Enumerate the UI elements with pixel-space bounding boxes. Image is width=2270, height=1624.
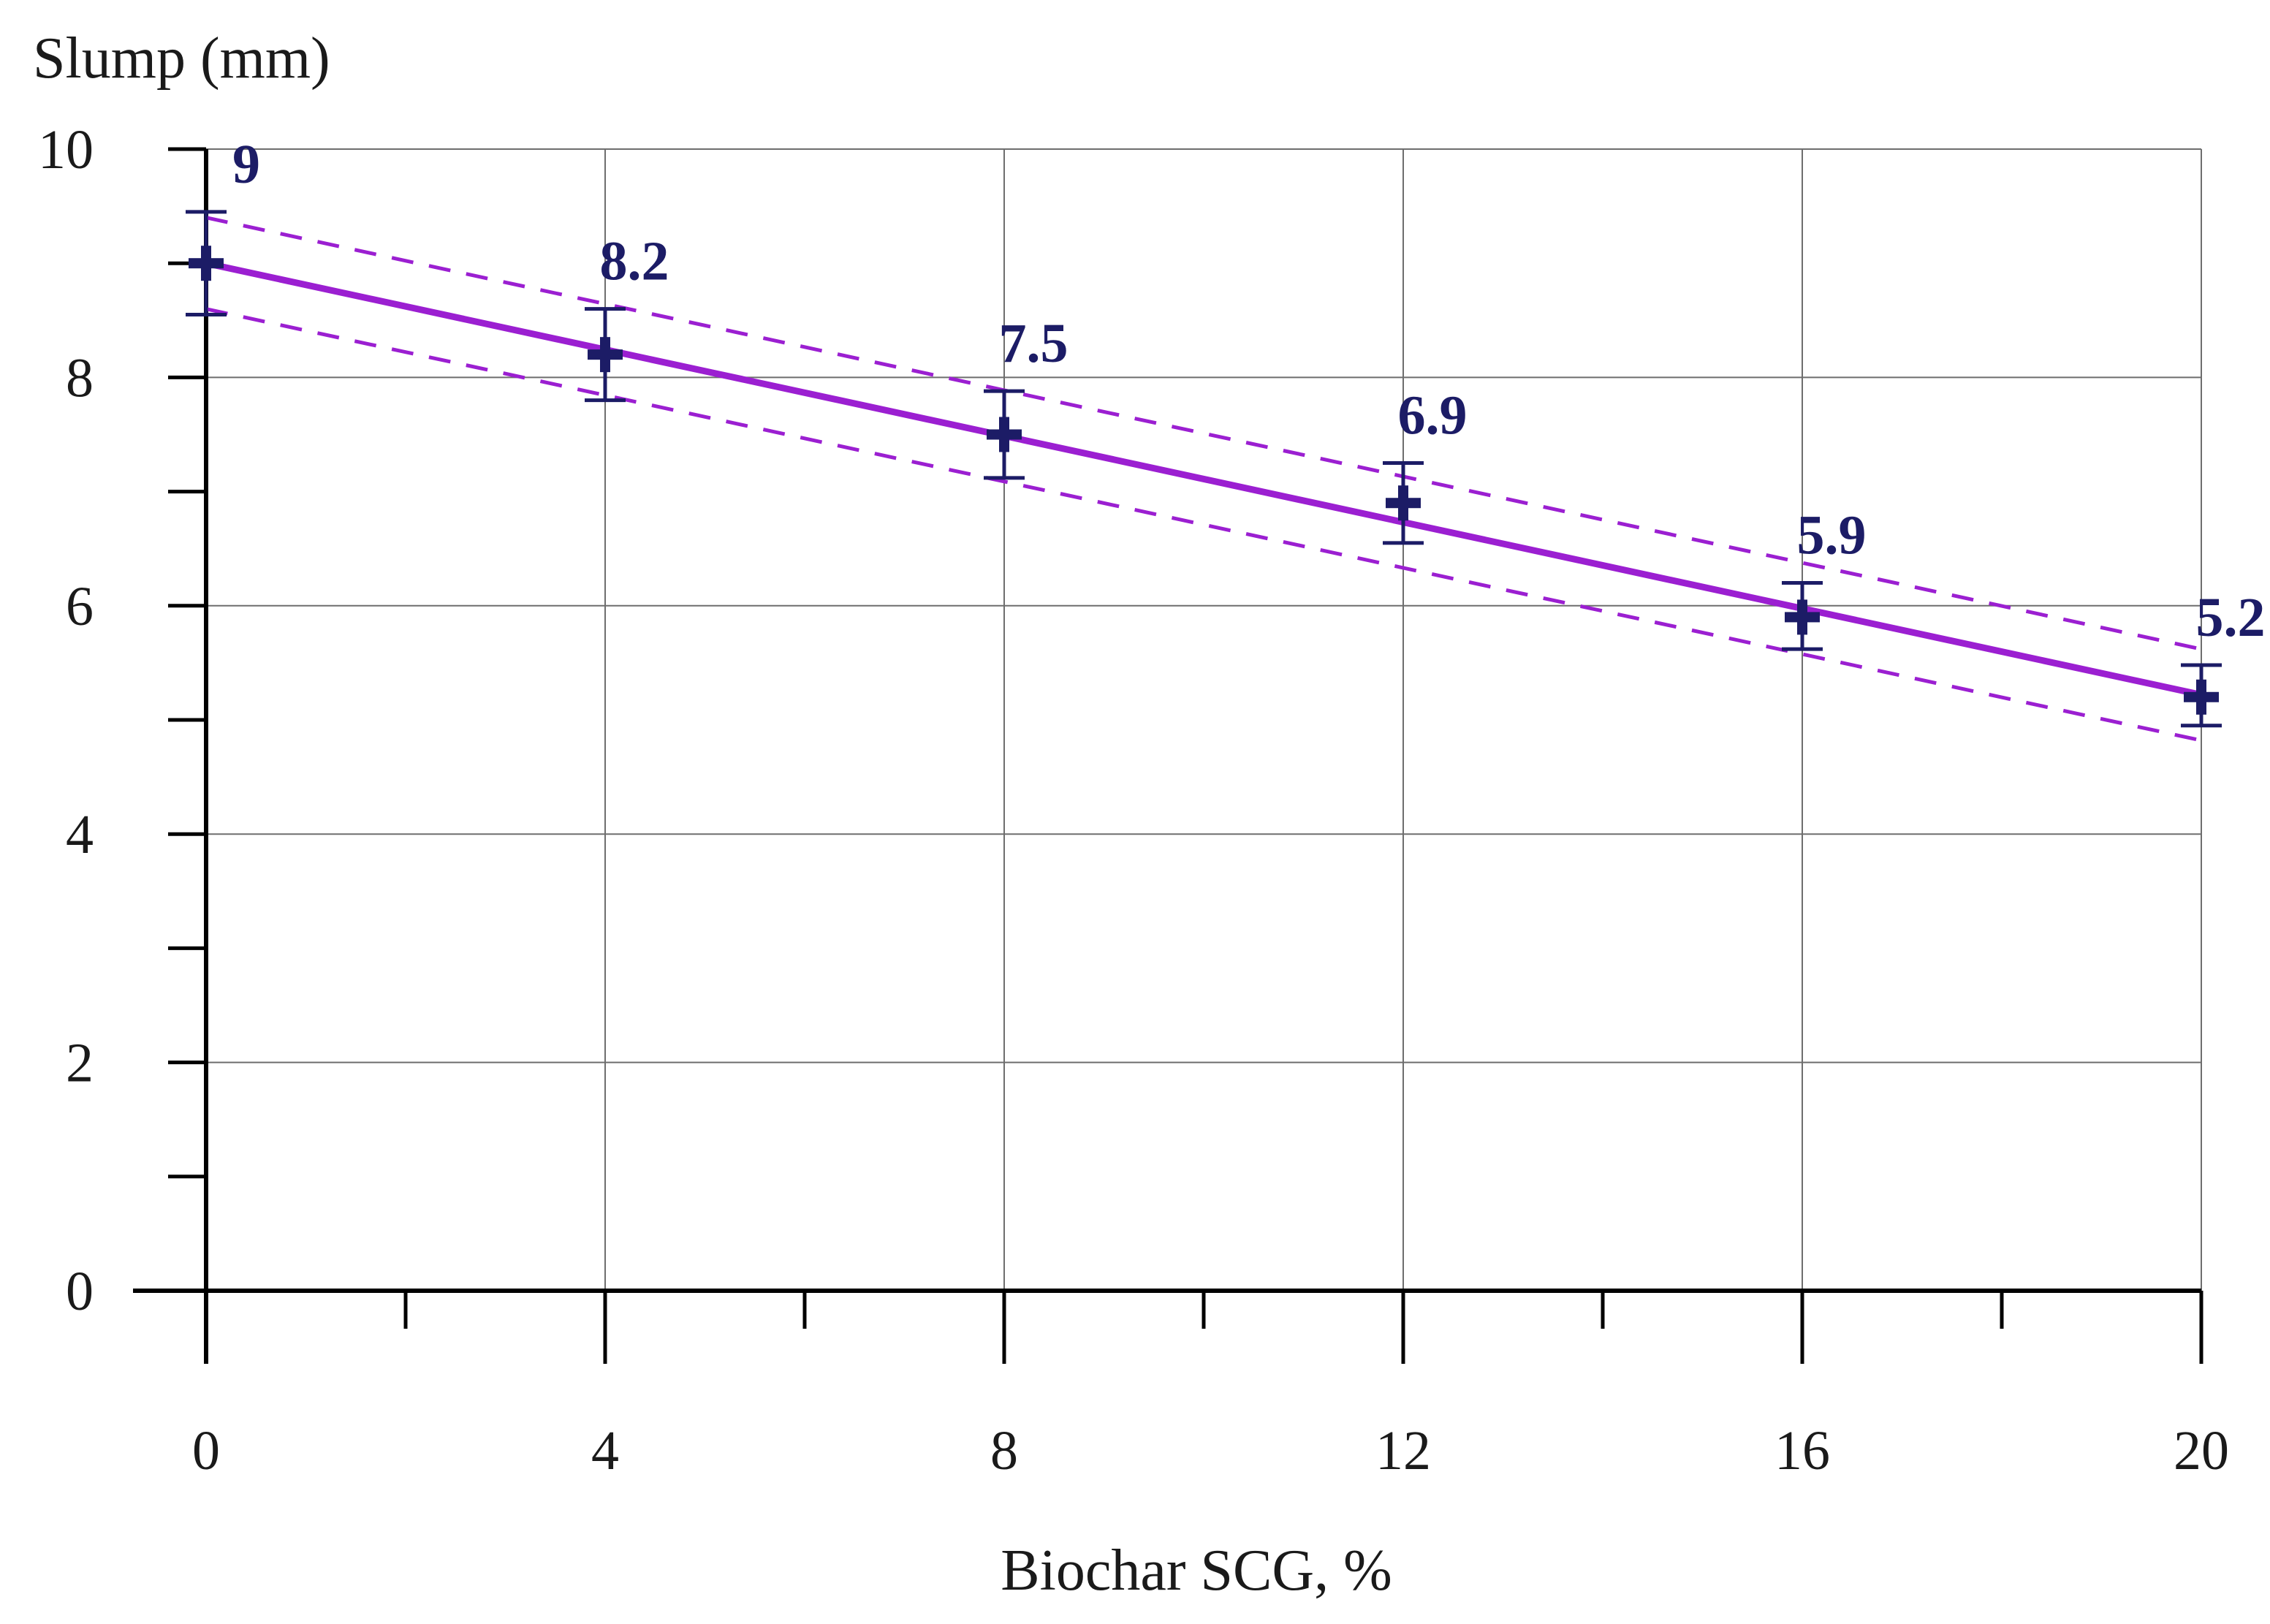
data-points bbox=[186, 210, 2222, 728]
fit-line bbox=[202, 259, 2205, 699]
data-label: 7.5 bbox=[999, 313, 1068, 374]
data-label: 8.2 bbox=[600, 231, 669, 292]
data-label: 5.2 bbox=[2196, 587, 2266, 648]
x-tick-label: 8 bbox=[990, 1420, 1018, 1481]
x-tick-label: 4 bbox=[591, 1420, 619, 1481]
x-tick-label: 0 bbox=[192, 1420, 220, 1481]
x-tick-label: 20 bbox=[2174, 1420, 2229, 1481]
y-tick-label: 4 bbox=[66, 804, 94, 865]
y-tick-label: 0 bbox=[66, 1261, 94, 1322]
confidence-lower-line bbox=[205, 307, 2202, 743]
y-tick-label: 2 bbox=[66, 1033, 94, 1094]
x-tick-label: 16 bbox=[1774, 1420, 1830, 1481]
y-tick-label: 6 bbox=[66, 576, 94, 637]
labels: 0 2 4 6 8 10 0 4 8 12 16 20 9 8.2 7.5 6.9 5.9 5.2 bbox=[38, 119, 2266, 1481]
confidence-upper-line bbox=[205, 216, 2202, 651]
fit-line-group bbox=[202, 259, 2205, 699]
data-point-marker-v bbox=[201, 246, 211, 281]
data-point-marker-v bbox=[1398, 485, 1408, 521]
data-point-marker-v bbox=[2196, 679, 2206, 715]
data-point-marker-v bbox=[600, 337, 610, 373]
y-tick-label: 8 bbox=[66, 347, 94, 409]
axes bbox=[133, 147, 2203, 1364]
data-point-marker-v bbox=[1797, 599, 1807, 635]
y-tick-label: 10 bbox=[38, 119, 94, 181]
grid-lines bbox=[206, 148, 2202, 1291]
x-axis-title: Biochar SCG, % bbox=[1001, 1538, 1392, 1603]
data-point-marker-v bbox=[999, 417, 1009, 452]
data-label: 5.9 bbox=[1797, 505, 1867, 566]
y-axis-title: Slump (mm) bbox=[33, 26, 330, 91]
x-tick-label: 12 bbox=[1375, 1420, 1431, 1481]
data-label: 9 bbox=[232, 134, 260, 195]
data-label: 6.9 bbox=[1398, 385, 1468, 447]
